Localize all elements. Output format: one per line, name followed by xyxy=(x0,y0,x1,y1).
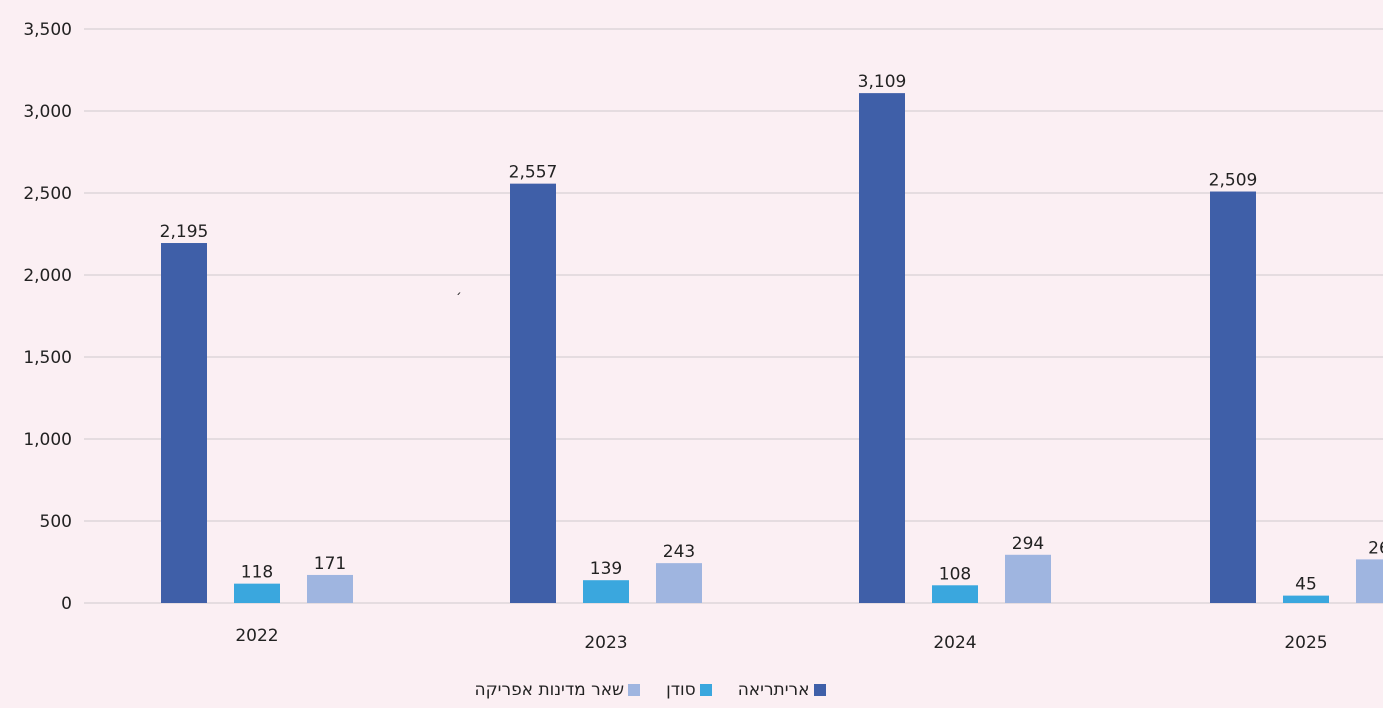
bar xyxy=(307,574,353,603)
data-label: 3,109 xyxy=(858,72,907,92)
data-label: 243 xyxy=(663,542,695,562)
x-tick-label: 2025 xyxy=(1284,633,1327,653)
legend-label-sudan: סודן xyxy=(666,680,696,700)
bar xyxy=(1005,554,1051,603)
y-tick-label: 1,500 xyxy=(23,348,72,368)
legend-swatch-eritrea xyxy=(813,684,826,696)
legend-swatch-other-africa xyxy=(628,684,641,696)
data-label: 26 xyxy=(1368,538,1383,558)
y-tick-label: 0 xyxy=(61,594,72,614)
y-tick-label: 3,500 xyxy=(23,20,72,40)
y-tick-label: 3,000 xyxy=(23,102,72,122)
x-axis-ticks: 2022 2023 2024 2025 xyxy=(235,626,1327,653)
legend-label-other-africa: שאר מדינות אפריקה xyxy=(474,680,625,700)
y-tick-label: 1,000 xyxy=(23,430,72,450)
x-tick-label: 2024 xyxy=(933,633,976,653)
gridlines xyxy=(84,28,1383,604)
data-label: 294 xyxy=(1012,534,1044,554)
x-tick-label: 2023 xyxy=(584,633,627,653)
bar xyxy=(234,583,280,603)
data-label: 108 xyxy=(939,564,971,584)
bar xyxy=(1356,559,1383,603)
data-labels: 2,195 2,557 3,109 2,509 118 139 108 45 171 243 294… xyxy=(160,72,1383,594)
legend-item-eritrea: אריתריאה xyxy=(738,680,826,700)
data-label: 2,557 xyxy=(509,163,558,183)
data-label: 118 xyxy=(241,563,273,583)
data-label: 2,195 xyxy=(160,222,209,242)
y-tick-label: 2,500 xyxy=(23,184,72,204)
y-axis-ticks: 0 500 1,000 1,500 2,000 2,500 3,000 3,500 xyxy=(23,20,72,614)
x-tick-label: 2022 xyxy=(235,626,278,646)
legend-item-sudan: סודן xyxy=(666,680,712,700)
bars xyxy=(161,93,1383,604)
legend-swatch-sudan xyxy=(699,684,712,696)
stray-mark: ׳ xyxy=(456,288,462,304)
data-label: 171 xyxy=(314,554,346,574)
bar xyxy=(1210,191,1256,604)
bar xyxy=(161,243,207,603)
bar xyxy=(583,580,629,603)
data-label: 139 xyxy=(590,559,622,579)
data-label: 2,509 xyxy=(1209,171,1258,191)
y-tick-label: 2,000 xyxy=(23,266,72,286)
bar xyxy=(932,585,978,603)
bar xyxy=(656,563,702,603)
y-tick-label: 500 xyxy=(40,512,72,532)
data-label: 45 xyxy=(1295,575,1317,595)
legend-label-eritrea: אריתריאה xyxy=(737,680,810,700)
bar xyxy=(510,183,556,604)
bar xyxy=(859,93,905,604)
legend: אריתריאה סודן שאר מדינות אפריקה xyxy=(0,680,1200,700)
legend-item-other-africa: שאר מדינות אפריקה xyxy=(475,680,641,700)
bar xyxy=(1283,595,1329,603)
